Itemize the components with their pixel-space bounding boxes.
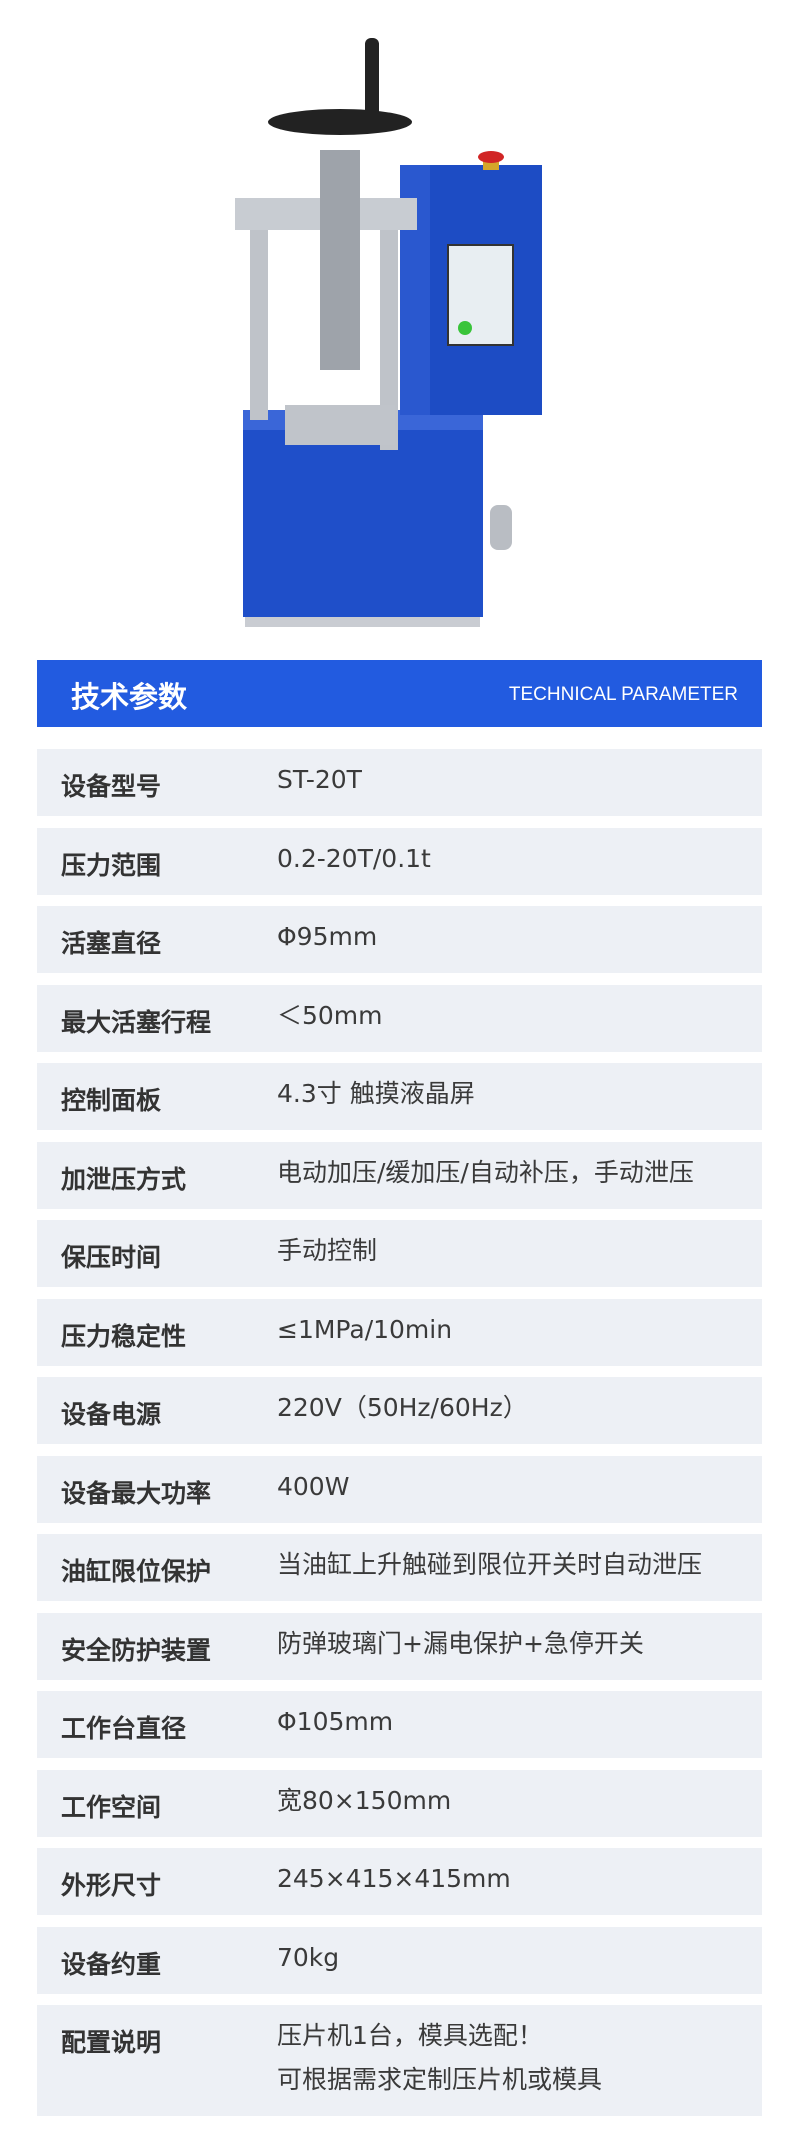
parameter-row: 设备最大功率 400W <box>37 1455 762 1523</box>
parameter-value-line: ≤1MPa/10min <box>277 1314 453 1344</box>
parameter-value-line: 245×415×415mm <box>277 1864 511 1893</box>
parameter-value-line: 220V（50Hz/60Hz） <box>277 1393 528 1422</box>
parameter-label: 工作台直径 <box>61 1714 187 1743</box>
parameter-row: 配置说明 压片机1台，模具选配！ 可根据需求定制压片机或模具 <box>37 2005 762 2116</box>
parameter-value: ＜50mm <box>277 994 752 1038</box>
parameter-value: 宽80×150mm <box>277 1779 752 1823</box>
parameter-value: ST-20T <box>277 758 752 802</box>
parameter-label: 保压时间 <box>61 1243 162 1272</box>
parameter-label: 压力范围 <box>61 850 162 880</box>
parameter-value-line: 防弹玻璃门+漏电保护+急停开关 <box>277 1628 644 1658</box>
parameter-label: 设备电源 <box>61 1400 162 1429</box>
parameter-value-line: 0.2-20T/0.1t <box>277 843 431 873</box>
parameter-row: 加泄压方式 电动加压/缓加压/自动补压，手动泄压 <box>37 1141 762 1209</box>
parameter-label: 配置说明 <box>61 2028 162 2057</box>
parameter-value-line: 400W <box>277 1471 350 1501</box>
parameter-value: 电动加压/缓加压/自动补压，手动泄压 <box>277 1151 752 1195</box>
parameter-value-line: 当油缸上升触碰到限位开关时自动泄压 <box>277 1550 703 1579</box>
parameter-value-line: 宽80×150mm <box>277 1785 452 1815</box>
parameter-value-line: Φ95mm <box>277 922 378 951</box>
parameter-value: ≤1MPa/10min <box>277 1308 752 1352</box>
parameter-value-line: 可根据需求定制压片机或模具 <box>277 2065 603 2094</box>
parameter-value: 4.3寸 触摸液晶屏 <box>277 1072 752 1116</box>
parameter-label: 安全防护装置 <box>61 1635 212 1665</box>
section-title: 技术参数 <box>71 680 188 714</box>
parameter-row: 保压时间 手动控制 <box>37 1220 762 1287</box>
parameter-value: 220V（50Hz/60Hz） <box>277 1386 752 1430</box>
parameter-row: 控制面板 4.3寸 触摸液晶屏 <box>37 1063 762 1130</box>
parameter-table: 设备型号 ST-20T 压力范围 0.2-20T/0.1t 活塞直径 Φ95mm 最大活塞行… <box>37 749 762 2128</box>
parameter-label: 设备最大功率 <box>61 1478 212 1508</box>
parameter-value: 245×415×415mm <box>277 1857 752 1901</box>
parameter-row: 压力范围 0.2-20T/0.1t <box>37 827 762 895</box>
parameter-value-line: 70kg <box>277 1942 340 1972</box>
parameter-value-line: 电动加压/缓加压/自动补压，手动泄压 <box>277 1157 694 1187</box>
parameter-label: 工作空间 <box>61 1792 162 1822</box>
parameter-value: 70kg <box>277 1936 752 1980</box>
parameter-value: Φ95mm <box>277 915 752 959</box>
parameter-label: 压力稳定性 <box>61 1321 187 1351</box>
section-header: 技术参数 TECHNICAL PARAMETER <box>37 660 762 727</box>
parameter-row: 活塞直径 Φ95mm <box>37 906 762 973</box>
parameter-row: 设备约重 70kg <box>37 1926 762 1994</box>
parameter-label: 油缸限位保护 <box>61 1557 212 1586</box>
parameter-label: 加泄压方式 <box>61 1164 187 1194</box>
parameter-label: 设备约重 <box>61 1949 162 1979</box>
parameter-row: 工作空间 宽80×150mm <box>37 1769 762 1837</box>
parameter-label: 设备型号 <box>61 772 162 801</box>
section-subtitle: TECHNICAL PARAMETER <box>508 684 738 705</box>
parameter-row: 工作台直径 Φ105mm <box>37 1691 762 1758</box>
parameter-value: 400W <box>277 1465 752 1509</box>
parameter-value: 压片机1台，模具选配！ 可根据需求定制压片机或模具 <box>277 2014 752 2102</box>
parameter-value-line: 压片机1台，模具选配！ <box>277 2021 543 2050</box>
parameter-row: 设备电源 220V（50Hz/60Hz） <box>37 1377 762 1444</box>
hydraulic-press-product-image <box>235 38 542 627</box>
parameter-label: 活塞直径 <box>61 929 162 958</box>
parameter-row: 最大活塞行程 ＜50mm <box>37 984 762 1052</box>
parameter-label: 外形尺寸 <box>61 1871 162 1900</box>
parameter-value: 0.2-20T/0.1t <box>277 837 752 881</box>
parameter-value: Φ105mm <box>277 1700 752 1744</box>
parameter-label: 最大活塞行程 <box>61 1007 212 1037</box>
parameter-row: 油缸限位保护 当油缸上升触碰到限位开关时自动泄压 <box>37 1534 762 1601</box>
parameter-row: 外形尺寸 245×415×415mm <box>37 1848 762 1915</box>
parameter-row: 安全防护装置 防弹玻璃门+漏电保护+急停开关 <box>37 1612 762 1680</box>
parameter-value-line: ST-20T <box>277 765 362 794</box>
parameter-value-line: Φ105mm <box>277 1707 394 1736</box>
parameter-value-line: ＜50mm <box>277 1000 383 1030</box>
parameter-value-line: 4.3寸 触摸液晶屏 <box>277 1079 475 1108</box>
parameter-row: 设备型号 ST-20T <box>37 749 762 816</box>
parameter-value: 防弹玻璃门+漏电保护+急停开关 <box>277 1622 752 1666</box>
parameter-row: 压力稳定性 ≤1MPa/10min <box>37 1298 762 1366</box>
parameter-value: 手动控制 <box>277 1229 752 1273</box>
parameter-label: 控制面板 <box>61 1086 162 1115</box>
parameter-value-line: 手动控制 <box>277 1236 378 1265</box>
parameter-value: 当油缸上升触碰到限位开关时自动泄压 <box>277 1543 752 1587</box>
